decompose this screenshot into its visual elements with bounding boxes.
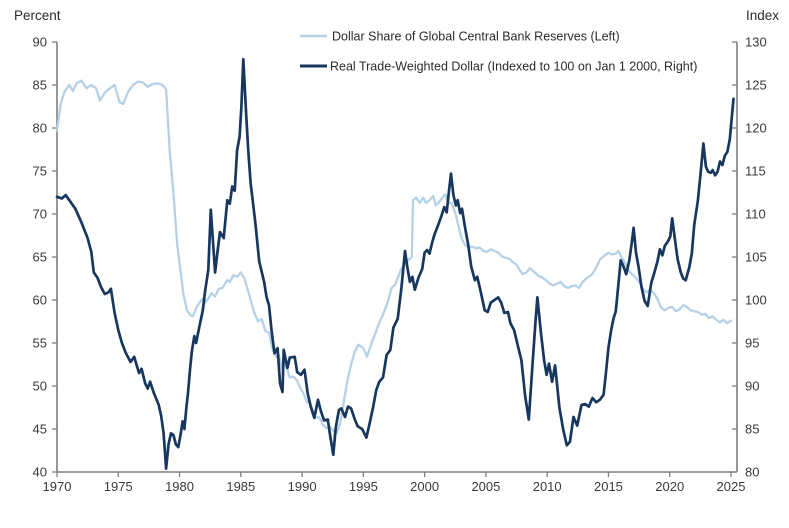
right-axis-title: Index [746, 8, 779, 23]
right-axis-tick-label: 95 [745, 336, 759, 351]
x-axis-tick-label: 2005 [471, 479, 500, 494]
left-axis-tick-label: 45 [33, 422, 47, 437]
series-group [55, 57, 735, 470]
right-axis-tick-label: 105 [745, 250, 767, 265]
x-axis-ticks: 1970 1975 1980 1985 1990 1995 2000 2005 2010 2015… [43, 472, 746, 494]
x-axis-tick-label: 1975 [104, 479, 133, 494]
left-axis-tick-label: 55 [33, 336, 47, 351]
right-axis-tick-label: 85 [745, 422, 759, 437]
right-axis-tick-label: 100 [745, 293, 767, 308]
left-axis-tick-label: 60 [33, 293, 47, 308]
right-axis-tick-label: 90 [745, 379, 759, 394]
left-axis-tick-label: 40 [33, 465, 47, 480]
right-axis-ticks: 130 125 120 115 110 105 100 95 90 85 80 [732, 35, 767, 480]
x-axis-tick-label: 2015 [594, 479, 623, 494]
x-axis-tick-label: 1970 [43, 479, 72, 494]
real-twd-legend-label: Real Trade-Weighted Dollar (Indexed to 1… [330, 60, 697, 74]
x-axis-tick-label: 2020 [655, 479, 684, 494]
x-axis-tick-label: 2025 [717, 479, 746, 494]
left-axis-tick-label: 65 [33, 250, 47, 265]
left-axis-tick-label: 75 [33, 164, 47, 179]
left-axis-tick-label: 85 [33, 78, 47, 93]
right-axis-tick-label: 110 [745, 207, 766, 222]
left-axis-title: Percent [14, 8, 61, 23]
x-axis-tick-label: 2000 [410, 479, 439, 494]
left-axis-tick-label: 90 [33, 35, 47, 50]
dollar-share-legend-label: Dollar Share of Global Central Bank Rese… [332, 30, 620, 44]
x-axis-tick-label: 1980 [165, 479, 194, 494]
chart-legend: Dollar Share of Global Central Bank Rese… [300, 30, 697, 74]
right-axis-tick-label: 115 [745, 164, 766, 179]
real-twd-line [55, 57, 735, 470]
right-axis-tick-label: 130 [745, 35, 767, 50]
x-axis-tick-label: 2010 [533, 479, 562, 494]
left-axis-tick-label: 70 [33, 207, 47, 222]
x-axis-tick-label: 1985 [226, 479, 255, 494]
right-axis-tick-label: 80 [745, 465, 759, 480]
right-axis-tick-label: 120 [745, 121, 767, 136]
left-axis-tick-label: 50 [33, 379, 47, 394]
left-axis-ticks: 90 85 80 75 70 65 60 55 50 45 40 [33, 35, 57, 480]
right-axis-tick-label: 125 [745, 78, 767, 93]
x-axis-tick-label: 1990 [288, 479, 317, 494]
left-axis-tick-label: 80 [33, 121, 47, 136]
x-axis-tick-label: 1995 [349, 479, 378, 494]
